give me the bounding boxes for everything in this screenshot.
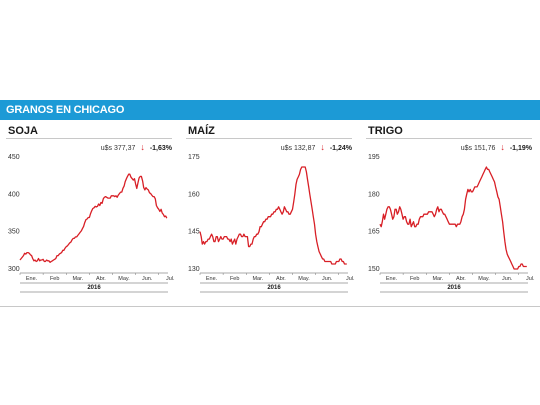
y-tick-label: 160	[188, 191, 200, 198]
y-tick-label: 450	[8, 154, 20, 161]
y-tick-label: 130	[188, 266, 200, 273]
x-tick-label: May.	[118, 276, 130, 282]
x-tick-label: Feb	[410, 276, 419, 282]
panel-divider	[186, 138, 352, 139]
x-tick-label: Jul.	[526, 276, 535, 282]
header-banner: GRANOS EN CHICAGO	[0, 100, 540, 120]
price-value: u$s 151,76	[460, 145, 496, 152]
panel-title: TRIGO	[368, 125, 403, 137]
x-tick-label: Abr.	[276, 276, 286, 282]
down-arrow-icon: ↓	[500, 142, 505, 152]
x-tick-label: Ene.	[386, 276, 398, 282]
price-series-line	[19, 173, 168, 263]
price-quote: u$s 151,76 ↓ -1,19%	[461, 142, 532, 152]
x-tick-label: Ene.	[206, 276, 218, 282]
x-tick-label: May.	[478, 276, 490, 282]
banner-title: GRANOS EN CHICAGO	[6, 104, 125, 116]
bottom-divider	[0, 306, 540, 307]
y-tick-label: 180	[368, 191, 380, 198]
down-arrow-icon: ↓	[320, 142, 325, 152]
price-change: -1,63%	[149, 145, 172, 152]
x-tick-label: Jun.	[322, 276, 333, 282]
x-tick-label: Jul.	[346, 276, 355, 282]
y-tick-label: 400	[8, 191, 20, 198]
panel-divider	[366, 138, 532, 139]
x-tick-label: Ene.	[26, 276, 38, 282]
x-tick-label: Jun.	[502, 276, 513, 282]
y-tick-label: 150	[368, 266, 380, 273]
soja-line-chart: 300 350 400 450 Ene. Feb Mar. Abr. May. Jun. Jul. 2…	[8, 154, 175, 293]
x-tick-label: Jul.	[166, 276, 175, 282]
price-change: -1,19%	[509, 145, 532, 152]
y-tick-label: 175	[188, 154, 200, 161]
x-tick-label: Feb	[50, 276, 59, 282]
panel-divider	[6, 138, 172, 139]
maiz-line-chart: 130 145 160 175 Ene. Feb Mar. Abr. May. Jun. Jul. 2…	[188, 154, 355, 293]
x-tick-label: Mar.	[252, 276, 263, 282]
x-tick-label: Abr.	[96, 276, 106, 282]
y-tick-label: 300	[8, 266, 20, 273]
x-axis-year-label: 2016	[87, 285, 101, 291]
x-tick-label: Mar.	[432, 276, 443, 282]
y-tick-label: 195	[368, 154, 380, 161]
down-arrow-icon: ↓	[140, 142, 145, 152]
trigo-line-chart: 150 165 180 195 Ene. Feb Mar. Abr. May. Jun. Jul. 2…	[368, 154, 535, 293]
price-series-line	[199, 166, 347, 265]
x-tick-label: May.	[298, 276, 310, 282]
trigo-panel: TRIGO u$s 151,76 ↓ -1,19% 150 165 180 195 En…	[366, 121, 536, 307]
x-axis-year-label: 2016	[447, 285, 461, 291]
x-tick-label: Jun.	[142, 276, 153, 282]
panel-title: SOJA	[8, 125, 38, 137]
soja-panel: SOJA u$s 377,37 ↓ -1,63% 300 350 400 450 Ene…	[6, 121, 176, 307]
price-value: u$s 132,87	[280, 145, 316, 152]
price-change: -1,24%	[329, 145, 352, 152]
price-quote: u$s 377,37 ↓ -1,63%	[101, 142, 172, 152]
y-tick-label: 145	[188, 229, 200, 236]
price-quote: u$s 132,87 ↓ -1,24%	[281, 142, 352, 152]
x-tick-label: Mar.	[72, 276, 83, 282]
x-axis-year-label: 2016	[267, 285, 281, 291]
price-value: u$s 377,37	[100, 145, 136, 152]
maiz-panel: MAÍZ u$s 132,87 ↓ -1,24% 130 145 160 175 Ene…	[186, 121, 356, 307]
panel-title: MAÍZ	[188, 125, 215, 137]
price-series-line	[379, 166, 527, 270]
y-tick-label: 350	[8, 229, 20, 236]
y-tick-label: 165	[368, 229, 380, 236]
x-tick-label: Feb	[230, 276, 239, 282]
x-tick-label: Abr.	[456, 276, 466, 282]
